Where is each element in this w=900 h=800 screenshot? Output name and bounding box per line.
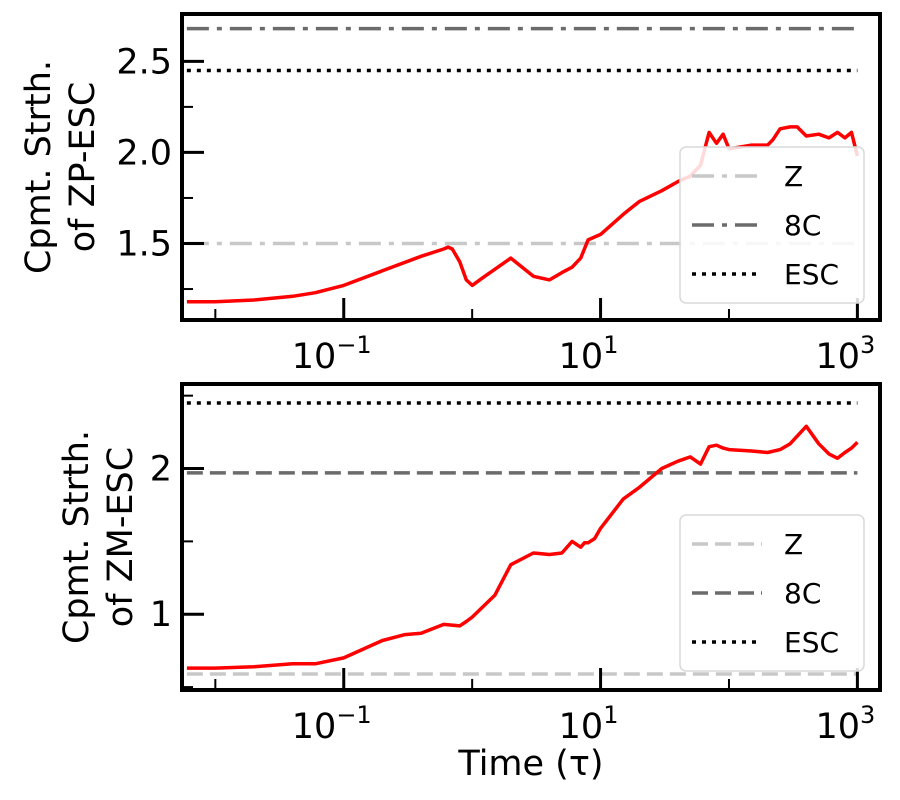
x-tick-label: 101 [559, 701, 619, 747]
y-tick-label: 1.5 [116, 225, 172, 265]
legend-label-z: Z [784, 528, 803, 561]
legend-label-8c: 8C [784, 577, 821, 610]
legend-label-z: Z [784, 160, 803, 193]
x-tick-exponent: 1 [603, 701, 618, 729]
x-tick-label: 103 [815, 331, 875, 377]
x-tick-exponent: −1 [336, 331, 371, 359]
x-axis-label: Time (τ) [457, 744, 603, 784]
x-tick-base: 10 [815, 707, 860, 747]
legend: Z 8C ESC [679, 514, 865, 672]
series-line-1 [186, 424, 859, 670]
y-axis-label-line-1: Cpmt. Strth. [57, 430, 97, 644]
x-tick-exponent: 3 [860, 331, 875, 359]
x-tick-base: 10 [559, 707, 604, 747]
axes-frame [180, 382, 882, 692]
x-tick-base: 10 [292, 337, 337, 377]
series-line-1 [186, 125, 860, 304]
y-tick-label: 2 [150, 450, 172, 490]
y-axis-label-line-2: of ZP-ESC [63, 82, 103, 253]
x-tick-label: 101 [559, 331, 619, 377]
legend-box [679, 514, 865, 672]
x-tick-exponent: 3 [860, 701, 875, 729]
x-tick-exponent: 1 [603, 331, 618, 359]
x-tick-exponent: −1 [336, 701, 371, 729]
legend-label-8c: 8C [784, 209, 821, 242]
y-tick-label: 1 [150, 595, 172, 635]
x-tick-label: 103 [815, 701, 875, 747]
legend-label-esc: ESC [784, 626, 839, 659]
legend: Z 8C ESC [679, 146, 865, 304]
axes-frame [180, 12, 882, 322]
y-axis-label-line-2: of ZM-ESC [101, 447, 141, 627]
legend-label-esc: ESC [784, 258, 839, 291]
x-tick-base: 10 [815, 337, 860, 377]
y-tick-label: 2.5 [116, 42, 172, 82]
x-tick-label: 10−1 [292, 701, 372, 747]
x-tick-base: 10 [292, 707, 337, 747]
legend-box [679, 146, 865, 304]
y-tick-label: 2.0 [116, 133, 172, 173]
x-tick-label: 10−1 [292, 331, 372, 377]
x-tick-base: 10 [559, 337, 604, 377]
y-axis-label-line-1: Cpmt. Strth. [19, 60, 59, 274]
